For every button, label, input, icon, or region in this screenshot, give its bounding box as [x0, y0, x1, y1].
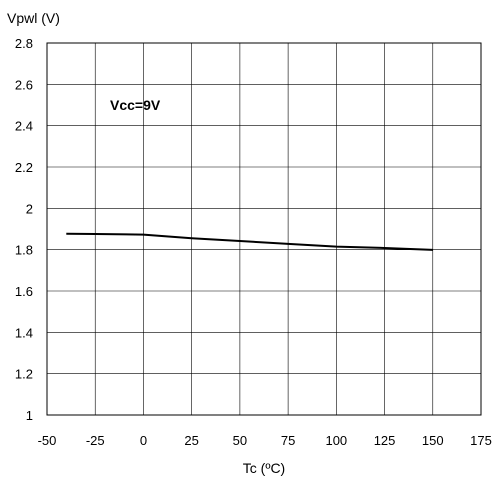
x-tick-label: -50	[38, 433, 57, 448]
y-tick-label: 1.4	[15, 325, 33, 340]
series-group	[66, 232, 433, 251]
x-tick-label: 150	[422, 433, 444, 448]
y-tick-label: 2.2	[15, 160, 33, 175]
x-tick-label: 25	[184, 433, 198, 448]
y-tick-label: 1.6	[15, 284, 33, 299]
grid	[47, 43, 481, 415]
x-tick-label: 125	[374, 433, 396, 448]
y-tick-label: 1.2	[15, 367, 33, 382]
x-axis-label: Tc (ºC)	[243, 460, 285, 476]
x-tick-labels: -50 -25 0 25 50 75 100 125 150 175	[38, 433, 492, 448]
y-axis-label: Vpwl (V)	[7, 10, 60, 26]
x-tick-label: -25	[86, 433, 105, 448]
y-tick-label: 2.4	[15, 119, 33, 134]
x-tick-label: 50	[233, 433, 247, 448]
series-line-0	[66, 232, 433, 251]
y-tick-label: 1.8	[15, 243, 33, 258]
y-tick-label: 2.8	[15, 36, 33, 51]
x-tick-label: 100	[325, 433, 347, 448]
y-tick-label: 2	[26, 201, 33, 216]
x-tick-label: 175	[470, 433, 492, 448]
annotation-vcc: Vcc=9V	[110, 97, 161, 113]
y-tick-label: 2.6	[15, 77, 33, 92]
plot-frame	[46, 42, 482, 416]
y-tick-labels: 1 1.2 1.4 1.6 1.8 2 2.2 2.4 2.6 2.8	[15, 36, 33, 423]
y-tick-label: 1	[26, 408, 33, 423]
x-tick-label: 0	[140, 433, 147, 448]
x-tick-label: 75	[281, 433, 295, 448]
